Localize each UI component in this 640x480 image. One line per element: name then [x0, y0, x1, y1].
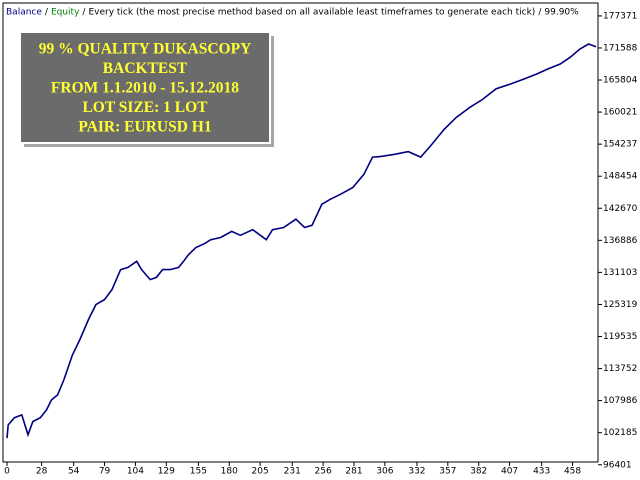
annotation-line: 99 % QUALITY DUKASCOPY — [39, 41, 252, 58]
x-tick-label: 281 — [345, 467, 362, 477]
description: Every tick (the most precise method base… — [88, 8, 535, 18]
separator: / — [538, 8, 542, 18]
x-tick-label: 54 — [68, 467, 80, 477]
equity-label: Equity — [51, 8, 80, 18]
y-tick-label: 142670 — [603, 204, 638, 214]
y-tick-label: 154237 — [603, 140, 637, 150]
annotation-bg — [19, 31, 271, 144]
x-tick-label: 155 — [190, 467, 207, 477]
x-tick-label: 28 — [36, 467, 48, 477]
y-tick-label: 177371 — [603, 11, 637, 21]
y-tick-label: 160021 — [603, 108, 637, 118]
quality: 99.90% — [544, 8, 579, 18]
y-tick-label: 119535 — [603, 332, 637, 342]
y-tick-label: 96401 — [603, 460, 632, 470]
y-tick-label: 136886 — [603, 236, 638, 246]
separator: / — [45, 8, 49, 18]
y-tick-label: 148454 — [603, 172, 638, 182]
x-tick-label: 357 — [439, 467, 456, 477]
y-tick-label: 171588 — [603, 43, 638, 53]
annotation-line: PAIR: EURUSD H1 — [78, 119, 211, 136]
x-tick-label: 458 — [564, 467, 581, 477]
separator: / — [82, 8, 86, 18]
y-tick-label: 165804 — [603, 76, 638, 86]
x-tick-label: 407 — [501, 467, 518, 477]
balance-line — [6, 43, 597, 439]
header: Balance — [6, 8, 42, 18]
balance-label: Balance — [6, 8, 42, 18]
y-tick-label: 107986 — [603, 396, 638, 406]
x-tick-label: 306 — [376, 467, 393, 477]
x-tick-label: 256 — [315, 467, 332, 477]
x-tick-label: 129 — [158, 467, 175, 477]
annotation-line: FROM 1.1.2010 - 15.12.2018 — [51, 80, 239, 97]
x-tick-label: 205 — [252, 467, 269, 477]
y-tick-label: 113752 — [603, 364, 637, 374]
x-tick-label: 0 — [4, 467, 10, 477]
x-tick-label: 382 — [470, 467, 487, 477]
x-tick-label: 79 — [99, 467, 111, 477]
y-tick-label: 102185 — [603, 428, 637, 438]
annotation-line: BACKTEST — [103, 60, 188, 77]
x-tick-label: 231 — [284, 467, 301, 477]
x-tick-label: 332 — [408, 467, 425, 477]
x-tick-label: 433 — [533, 467, 550, 477]
annotation-box — [19, 31, 274, 147]
x-tick-label: 180 — [221, 467, 238, 477]
annotation-line: LOT SIZE: 1 LOT — [82, 99, 208, 116]
x-tick-label: 104 — [127, 467, 144, 477]
y-tick-label: 125319 — [603, 300, 638, 310]
y-tick-label: 131103 — [603, 268, 637, 278]
